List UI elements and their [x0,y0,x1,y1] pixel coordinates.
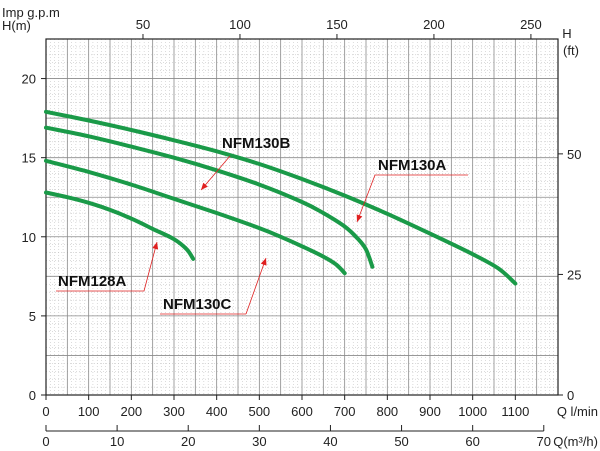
y-tick-label: 0 [29,388,36,403]
top-tick-label: 200 [423,17,445,32]
arrowhead-nfm130c [260,258,267,266]
y2-tick-label: 50 [567,147,581,162]
y-axis-label: H(m) [2,18,31,33]
curve-nfm130b [44,125,375,269]
annotations: NFM130A NFM130B NFM130C NFM128A [56,135,468,315]
x2-tick-label: 10 [110,434,124,449]
x2-tick-label: 40 [323,434,337,449]
x2-tick-label: 70 [537,434,551,449]
curve-nfm130a [44,109,518,286]
x2-tick-label: 60 [465,434,479,449]
y2-axis-label-line1: H [562,26,571,41]
top-tick-label: 100 [229,17,251,32]
x-tick-label: 1000 [458,404,487,419]
top-axis-label: Imp g.p.m [2,5,60,20]
x2-tick-label: 0 [42,434,49,449]
axes: 0 100 200 300 400 500 600 700 800 900 1000 11000510… [22,17,582,449]
leader-line-nfm128a [143,241,158,292]
y-tick-label: 20 [22,72,36,87]
y-tick-label: 10 [22,230,36,245]
x-tick-label: 700 [334,404,356,419]
curve-nfm130c [44,158,347,276]
curve-label-nfm130c: NFM130C [163,296,232,313]
x-tick-label: 800 [376,404,398,419]
curve-nfm128a [44,190,196,261]
x-tick-label: 200 [120,404,142,419]
y-tick-label: 15 [22,151,36,166]
x-tick-label: 100 [78,404,100,419]
y-tick-label: 5 [29,309,36,324]
x2-tick-label: 20 [181,434,195,449]
x-tick-label: 300 [163,404,185,419]
arrowhead-nfm128a [152,242,159,250]
x-tick-label: 400 [206,404,228,419]
x2-tick-label: 50 [394,434,408,449]
curves [44,109,518,286]
x-axis-label: Q l/min [557,404,598,419]
top-tick-label: 150 [326,17,348,32]
top-tick-label: 50 [136,17,150,32]
curve-label-nfm130a: NFM130A [378,157,447,174]
y2-axis-label-line2: (ft) [563,43,579,58]
leader-line-nfm130a [356,174,376,223]
x-tick-label: 600 [291,404,313,419]
x-tick-label: 0 [42,404,49,419]
x-tick-label: 500 [248,404,270,419]
curve-label-nfm128a: NFM128A [58,273,127,290]
leader-line-nfm130c [245,257,267,315]
arrowhead-nfm130a [356,214,363,222]
leader-line-nfm130b [200,155,231,191]
top-tick-label: 250 [520,17,542,32]
x2-tick-label: 30 [252,434,266,449]
x-tick-label: 900 [419,404,441,419]
y2-tick-label: 0 [567,388,574,403]
x-tick-label: 1100 [501,404,529,419]
x2-axis-label: Q(m³/h) [553,434,598,449]
arrowhead-nfm130b [201,182,208,190]
y2-tick-label: 25 [567,267,581,282]
curve-label-nfm130b: NFM130B [222,135,291,152]
